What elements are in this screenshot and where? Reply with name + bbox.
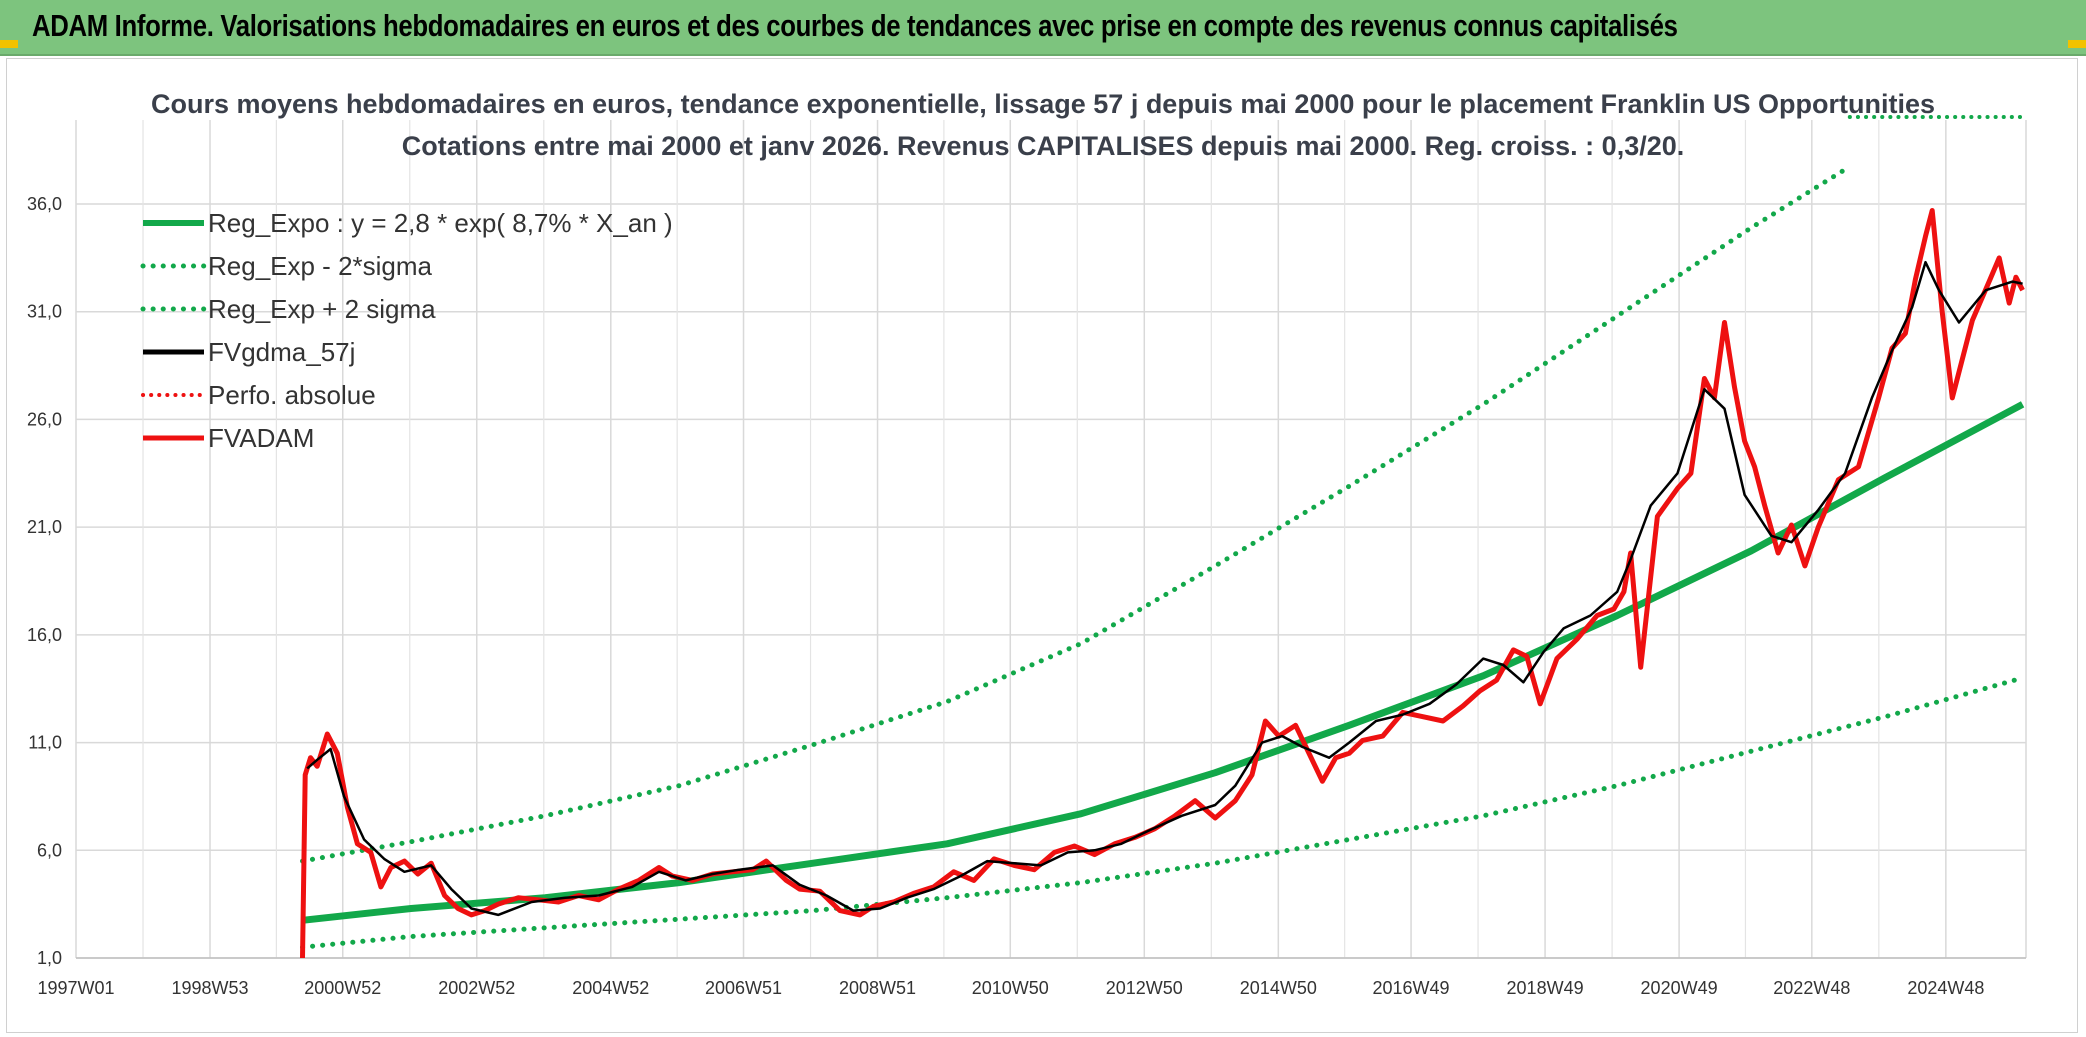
report-title: ADAM Informe. Valorisations hebdomadaire… (32, 8, 1678, 43)
y-tick-label: 16,0 (27, 625, 62, 645)
legend-label: Reg_Exp - 2*sigma (208, 251, 433, 281)
y-tick-label: 11,0 (28, 733, 62, 753)
x-tick-label: 2024W48 (1907, 978, 1984, 998)
x-tick-label: 2022W48 (1773, 978, 1850, 998)
legend-label: Reg_Expo : y = 2,8 * exp( 8,7% * X_an ) (208, 208, 673, 238)
x-tick-label: 1997W01 (37, 978, 114, 998)
corner-mark-left (0, 40, 18, 48)
chart-area (6, 58, 2078, 1033)
series-line-5 (300, 208, 2025, 959)
series-line-3 (306, 260, 2023, 917)
report-banner: ADAM Informe. Valorisations hebdomadaire… (0, 0, 2086, 56)
chart-subtitle: Cotations entre mai 2000 et janv 2026. R… (401, 131, 1685, 161)
legend-label: FVADAM (208, 423, 314, 453)
x-tick-label: 2006W51 (705, 978, 782, 998)
chart-title: Cours moyens hebdomadaires en euros, ten… (150, 89, 1936, 119)
x-tick-label: 2002W52 (438, 978, 515, 998)
legend-label: FVgdma_57j (208, 337, 355, 367)
y-tick-label: 21,0 (27, 517, 62, 537)
x-tick-label: 2014W50 (1240, 978, 1317, 998)
y-tick-label: 26,0 (27, 409, 62, 429)
y-tick-label: 6,0 (37, 840, 62, 860)
corner-mark-right (2068, 40, 2086, 48)
x-tick-label: 1998W53 (171, 978, 248, 998)
x-tick-label: 2008W51 (839, 978, 916, 998)
x-tick-label: 2016W49 (1373, 978, 1450, 998)
x-tick-label: 2000W52 (304, 978, 381, 998)
legend-label: Perfo. absolue (208, 380, 376, 410)
x-tick-label: 2020W49 (1641, 978, 1718, 998)
series-line-1 (300, 675, 2026, 950)
y-tick-label: 31,0 (27, 302, 62, 322)
x-tick-label: 2018W49 (1507, 978, 1584, 998)
y-tick-label: 36,0 (27, 194, 62, 214)
x-tick-label: 2010W50 (972, 978, 1049, 998)
legend-label: Reg_Exp + 2 sigma (208, 294, 436, 324)
series-line-2 (300, 164, 1851, 864)
x-tick-label: 2004W52 (572, 978, 649, 998)
x-tick-label: 2012W50 (1106, 978, 1183, 998)
series-line-0 (302, 401, 2025, 924)
y-tick-label: 1,0 (37, 948, 62, 968)
